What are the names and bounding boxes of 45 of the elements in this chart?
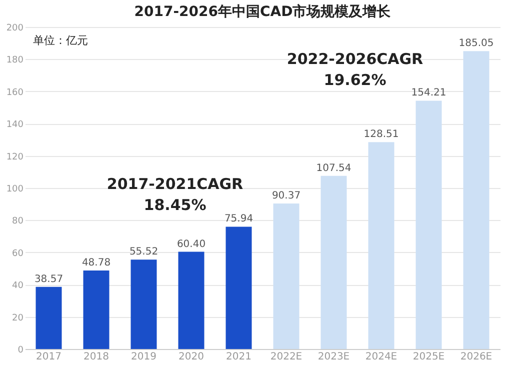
x-tick-label: 2019 <box>131 352 156 362</box>
y-tick-label: 200 <box>6 24 24 34</box>
data-label: 38.57 <box>34 274 64 285</box>
y-tick-label: 80 <box>12 216 24 227</box>
bar <box>368 142 394 349</box>
x-tick-label: 2022E <box>270 352 302 362</box>
bar <box>130 260 157 349</box>
data-label: 90.37 <box>272 190 301 202</box>
annotation: 单位：亿元 <box>33 34 88 47</box>
y-tick-label: 140 <box>6 120 24 130</box>
x-tick-label: 2026E <box>460 352 492 362</box>
bar <box>463 51 490 349</box>
data-label: 107.54 <box>316 162 352 174</box>
x-tick-label: 2021 <box>226 352 252 362</box>
bar <box>273 204 300 349</box>
data-label: 55.52 <box>129 246 158 258</box>
x-tick-label: 2024E <box>365 352 398 362</box>
annotation: 2017-2021CAGR 18.45% <box>106 175 244 214</box>
x-tick-label: 2020 <box>178 352 204 362</box>
bar <box>83 270 110 349</box>
bar <box>178 252 204 349</box>
y-tick-label: 0 <box>18 346 24 356</box>
data-label: 48.78 <box>82 257 111 268</box>
data-label: 128.51 <box>364 129 399 140</box>
x-tick-label: 2018 <box>84 352 109 362</box>
y-tick-label: 20 <box>12 313 24 324</box>
data-label: 154.21 <box>411 88 446 99</box>
y-tick-label: 40 <box>12 281 24 292</box>
y-tick-label: 120 <box>6 152 24 162</box>
y-tick-label: 180 <box>6 56 24 66</box>
data-label: 185.05 <box>458 38 494 50</box>
annotation: 2022-2026CAGR 19.62% <box>286 50 424 89</box>
y-tick-label: 60 <box>12 248 24 259</box>
x-tick-label: 2023E <box>318 352 350 362</box>
x-tick-label: 2025E <box>412 352 445 362</box>
x-tick-label: 2017 <box>36 352 62 362</box>
data-label: 60.40 <box>176 238 206 250</box>
bar <box>416 100 442 349</box>
y-tick-label: 160 <box>6 88 24 98</box>
chart-title: 2017-2026年中国CAD市场规模及增长 <box>134 3 392 20</box>
bar <box>320 176 347 349</box>
bar <box>226 226 252 349</box>
y-tick-label: 100 <box>6 184 24 194</box>
bar <box>36 286 62 349</box>
data-label: 75.94 <box>224 214 254 225</box>
